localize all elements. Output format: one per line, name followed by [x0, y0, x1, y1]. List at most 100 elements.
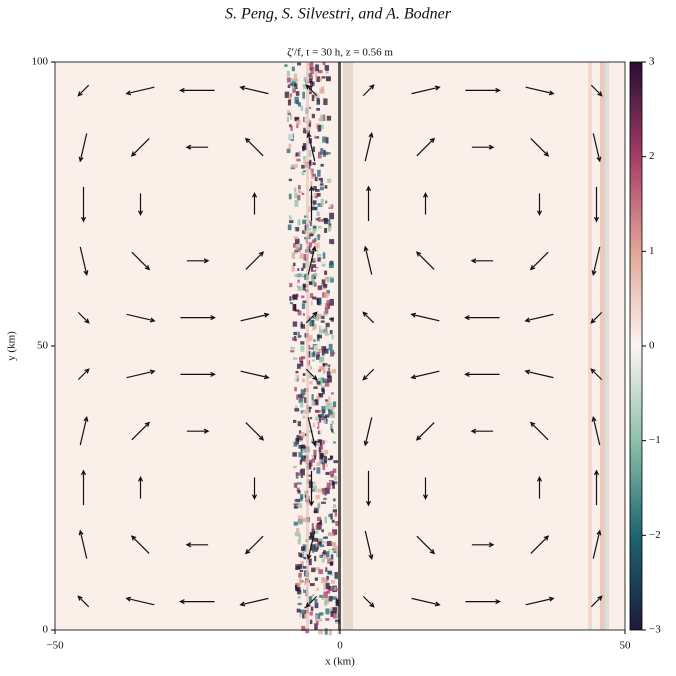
texture-cell: [311, 94, 315, 102]
texture-cell: [297, 310, 302, 316]
texture-cell: [296, 482, 302, 485]
texture-cell: [324, 307, 329, 314]
y-tick-label: 100: [32, 56, 49, 68]
texture-cell: [326, 421, 329, 429]
texture-cell: [300, 341, 305, 345]
texture-cell: [325, 399, 328, 402]
texture-cell: [289, 182, 294, 186]
texture-cell: [297, 394, 303, 398]
texture-cell: [313, 537, 319, 542]
texture-cell: [323, 591, 328, 598]
texture-cell: [295, 375, 300, 380]
texture-cell: [325, 442, 330, 450]
texture-cell: [293, 506, 298, 509]
texture-cell: [321, 409, 326, 414]
texture-cell: [321, 558, 325, 563]
texture-cell: [311, 142, 316, 150]
texture-cell: [314, 623, 318, 631]
texture-cell: [287, 112, 292, 116]
texture-cell: [324, 381, 330, 387]
texture-cell: [290, 346, 295, 350]
texture-cell: [293, 521, 298, 526]
texture-cell: [317, 414, 323, 418]
texture-cell: [300, 580, 304, 583]
texture-cell: [325, 471, 330, 476]
arrow: [422, 477, 429, 500]
texture-cell: [324, 292, 329, 299]
texture-cell: [297, 331, 300, 339]
texture-cell: [303, 359, 307, 365]
texture-cell: [321, 483, 325, 486]
texture-cell: [331, 429, 334, 433]
texture-cell: [321, 406, 326, 412]
texture-cell: [294, 408, 300, 412]
arrow: [125, 86, 155, 96]
texture-cell: [299, 569, 304, 572]
texture-cell: [321, 346, 327, 350]
arrow: [305, 311, 318, 324]
texture-cell: [311, 239, 316, 244]
texture-cell: [311, 360, 316, 366]
texture-cell: [325, 400, 329, 404]
texture-cell: [318, 629, 324, 635]
texture-cell: [333, 463, 339, 469]
texture-cell: [297, 219, 301, 226]
texture-cell: [294, 199, 299, 207]
texture-cell: [312, 173, 317, 177]
texture-cell: [325, 137, 329, 144]
texture-cell: [325, 608, 330, 615]
texture-cell: [324, 516, 327, 524]
texture-cell: [328, 343, 333, 351]
texture-cell: [317, 369, 321, 372]
texture-cell: [297, 563, 303, 569]
texture-cell: [324, 487, 330, 494]
texture-cell: [298, 578, 302, 586]
texture-band: [605, 62, 609, 630]
y-tick-label: 0: [43, 624, 49, 636]
texture-cell: [291, 80, 296, 87]
texture-cell: [322, 136, 327, 143]
arrow: [410, 370, 440, 380]
texture-cell: [318, 348, 324, 353]
texture-cell: [330, 611, 334, 617]
arrow: [307, 417, 317, 447]
texture-cell: [308, 481, 313, 489]
texture-cell: [321, 86, 325, 93]
texture-cell: [318, 325, 323, 328]
texture-cell: [310, 266, 313, 272]
texture-cell: [293, 243, 297, 248]
texture-cell: [316, 93, 321, 100]
arrow: [179, 87, 215, 93]
texture-cell: [314, 136, 320, 139]
arrow: [591, 246, 601, 276]
texture-cell: [316, 108, 320, 111]
texture-cell: [329, 330, 333, 335]
arrow: [251, 477, 258, 500]
texture-cell: [294, 532, 300, 537]
texture-cell: [329, 620, 333, 628]
texture-cell: [304, 89, 308, 96]
arrow: [593, 186, 600, 223]
arrow: [245, 251, 265, 270]
texture-cell: [291, 66, 295, 72]
texture-cell: [332, 401, 337, 408]
texture-cell: [330, 572, 334, 576]
texture-cell: [308, 167, 311, 170]
texture-cell: [314, 422, 319, 427]
texture-cell: [324, 65, 330, 71]
chart-title: ζ′/f, t = 30 h, z = 0.56 m: [287, 47, 393, 59]
texture-cell: [311, 567, 316, 573]
texture-cell: [295, 251, 300, 258]
texture-cell: [303, 76, 308, 82]
colorbar-tick-label: −3: [649, 624, 661, 636]
texture-cell: [327, 579, 330, 583]
texture-cell: [297, 194, 301, 201]
arrow: [77, 368, 90, 381]
texture-cell: [313, 323, 317, 329]
texture-cell: [331, 519, 335, 523]
arrow: [593, 469, 600, 506]
texture-cell: [317, 422, 320, 429]
arrow: [137, 476, 144, 499]
texture-cell: [291, 252, 296, 259]
texture-cell: [316, 193, 321, 197]
